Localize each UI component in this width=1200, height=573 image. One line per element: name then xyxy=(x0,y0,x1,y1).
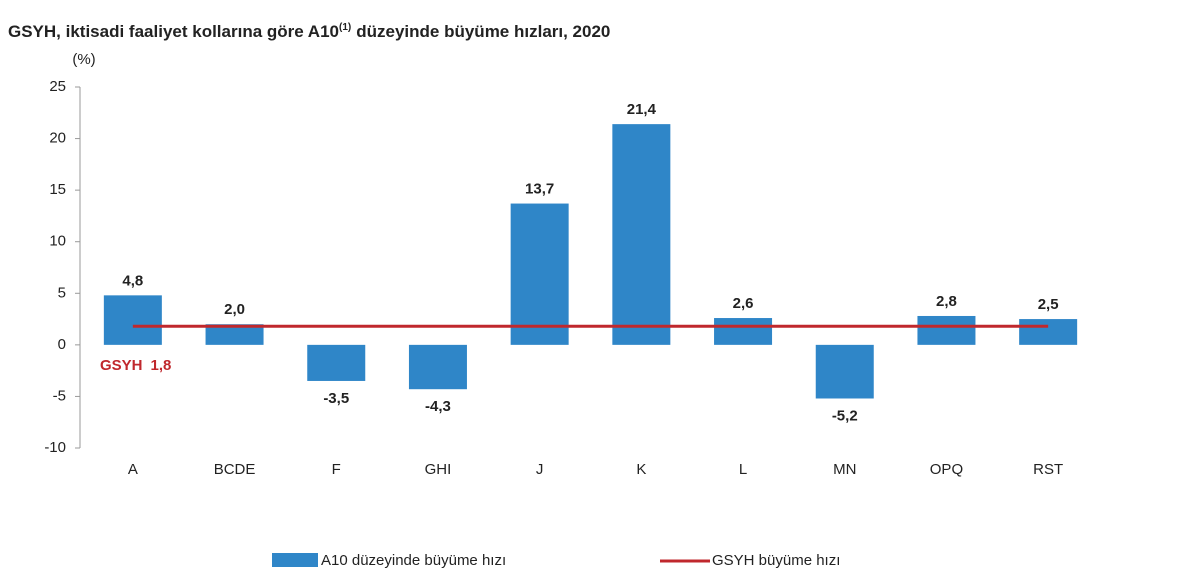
bar xyxy=(1019,319,1078,345)
bar xyxy=(408,344,467,390)
data-label: 4,8 xyxy=(122,272,143,289)
data-label: 2,0 xyxy=(224,301,245,318)
data-label: -5,2 xyxy=(832,407,858,424)
x-tick-label: BCDE xyxy=(214,461,256,478)
chart-title: GSYH, iktisadi faaliyet kollarına göre A… xyxy=(8,22,610,42)
x-tick-label: OPQ xyxy=(930,461,963,478)
legend-label: A10 düzeyinde büyüme hızı xyxy=(321,552,506,569)
bar xyxy=(307,344,366,381)
x-tick-label: F xyxy=(332,461,341,478)
annotation-part: GSYH xyxy=(100,357,143,374)
legend-label: GSYH büyüme hızı xyxy=(712,552,840,569)
bar xyxy=(510,203,569,345)
annotation-part: 1,8 xyxy=(151,357,172,374)
y-tick-label: 10 xyxy=(49,233,66,250)
y-tick-label: 0 xyxy=(58,336,66,353)
y-tick-label: 25 xyxy=(49,78,66,95)
x-tick-label: MN xyxy=(833,461,856,478)
data-label: -4,3 xyxy=(425,398,451,415)
x-tick-label: K xyxy=(636,461,646,478)
x-tick-label: GHI xyxy=(425,461,452,478)
data-label: 21,4 xyxy=(627,101,657,118)
bar xyxy=(917,315,976,345)
x-tick-label: RST xyxy=(1033,461,1063,478)
data-label: -3,5 xyxy=(323,390,349,407)
data-label: 2,6 xyxy=(733,295,754,312)
bar xyxy=(205,324,264,345)
reference-annotation: GSYH 1,8 xyxy=(100,357,171,374)
bar xyxy=(612,124,671,345)
legend-swatch xyxy=(272,553,318,567)
y-tick-label: 5 xyxy=(58,284,66,301)
data-label: 2,8 xyxy=(936,293,957,310)
y-tick-label: 20 xyxy=(49,130,66,147)
y-tick-label: 15 xyxy=(49,181,66,198)
data-label: 2,5 xyxy=(1038,296,1059,313)
bar xyxy=(714,318,773,345)
bar xyxy=(103,295,162,345)
x-tick-label: J xyxy=(536,461,544,478)
x-tick-label: L xyxy=(739,461,747,478)
data-label: 13,7 xyxy=(525,181,554,198)
y-tick-label: -10 xyxy=(44,439,66,456)
x-tick-label: A xyxy=(128,461,138,478)
y-tick-label: -5 xyxy=(53,387,66,404)
y-unit: (%) xyxy=(72,51,95,68)
bar xyxy=(815,344,874,399)
